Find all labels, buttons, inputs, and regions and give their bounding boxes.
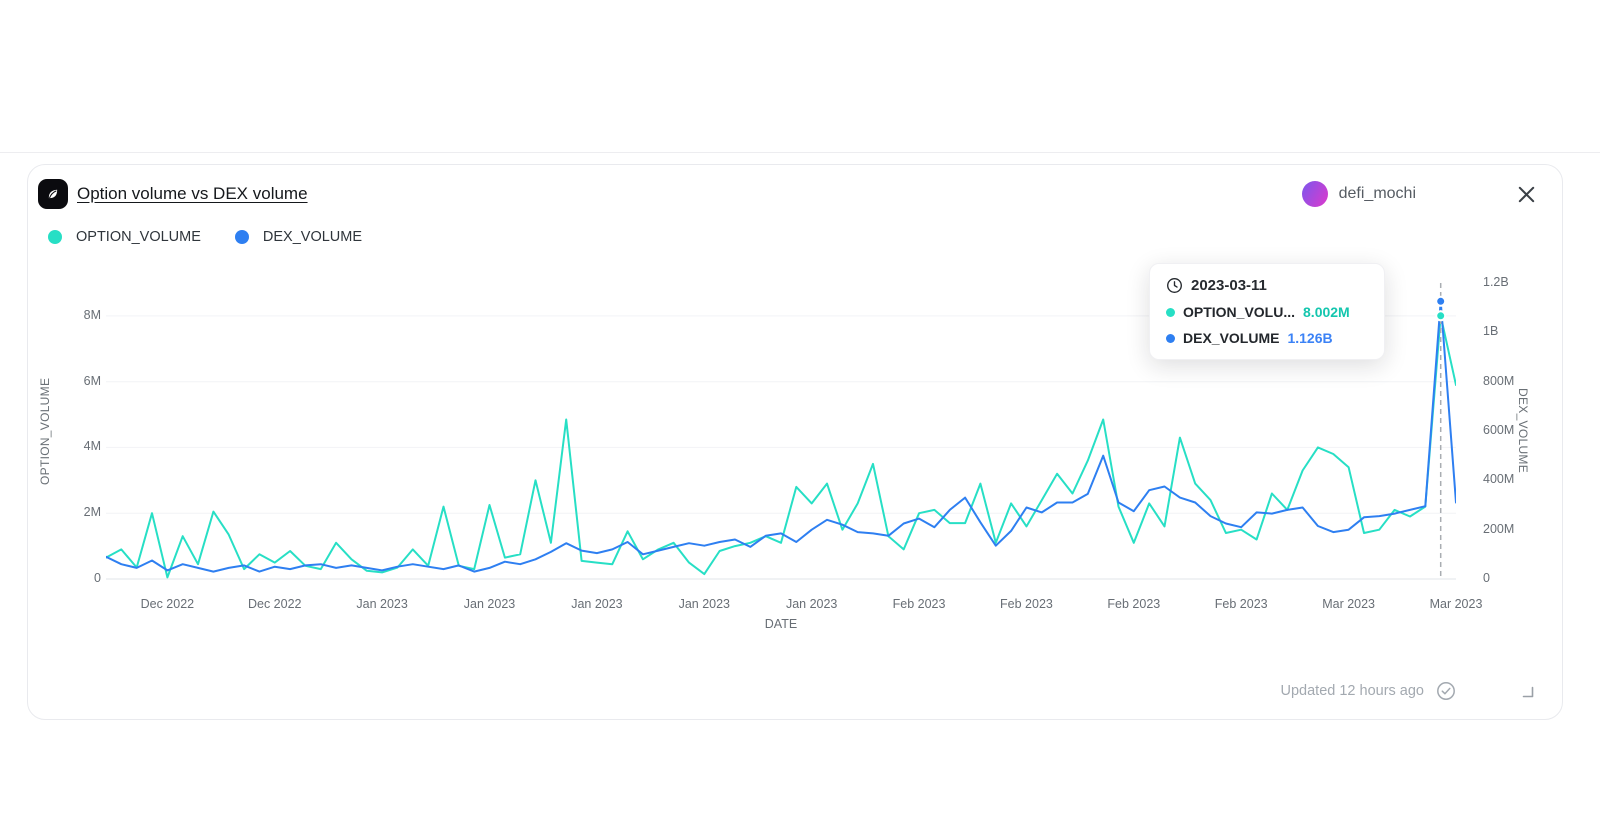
x-axis-tick: Jan 2023 — [785, 597, 838, 611]
author-name[interactable]: defi_mochi — [1338, 185, 1416, 202]
tooltip-series-label: DEX_VOLUME — [1183, 330, 1280, 346]
y-axis-tick-right: 1.2B — [1483, 275, 1509, 289]
y-axis-tick-left: 8M — [83, 307, 101, 322]
chart-legend: OPTION_VOLUME DEX_VOLUME — [48, 229, 362, 245]
app-logo[interactable] — [38, 179, 68, 209]
option-volume-dot — [48, 230, 62, 244]
chart-title-link[interactable]: Option volume vs DEX volume — [77, 184, 308, 203]
updated-status: Updated 12 hours ago — [1281, 681, 1457, 701]
x-axis-tick: Mar 2023 — [1429, 597, 1483, 611]
canvas-grid-line — [0, 152, 1600, 153]
close-button[interactable] — [1515, 183, 1538, 206]
leaf-logo-icon — [44, 185, 62, 203]
tooltip-date: 2023-03-11 — [1191, 277, 1267, 294]
x-axis-tick: Jan 2023 — [463, 597, 516, 611]
x-axis-tick: Dec 2022 — [140, 597, 195, 611]
hover-marker — [1435, 310, 1447, 322]
x-axis-tick: Jan 2023 — [571, 597, 623, 611]
option-volume-line — [106, 314, 1456, 579]
y-axis-tick-left: 6M — [83, 373, 101, 388]
dex-volume-dot — [1166, 333, 1175, 343]
author-avatar[interactable] — [1301, 181, 1328, 207]
dex-volume-dot — [234, 230, 249, 244]
y-axis-tick-right: 400M — [1483, 472, 1515, 487]
clock-icon — [1166, 277, 1183, 294]
option-volume-dot — [1166, 307, 1175, 317]
y-axis-tick-right: 0 — [1483, 571, 1490, 585]
resize-corner-icon — [1520, 684, 1536, 700]
y-axis-tick-right: 600M — [1483, 423, 1515, 437]
x-axis-tick: Feb 2023 — [1000, 597, 1053, 611]
y-axis-tick-left: 0 — [94, 571, 101, 585]
close-icon — [1518, 186, 1535, 203]
y-axis-title-right: DEX_VOLUME — [1516, 388, 1530, 474]
card-header: Option volume vs DEX volume defi_mochi — [38, 179, 1538, 209]
updated-text: Updated 12 hours ago — [1280, 683, 1425, 699]
legend-item-option-volume[interactable]: OPTION_VOLUME — [48, 229, 201, 245]
x-axis-tick: Mar 2023 — [1322, 597, 1376, 611]
tooltip-series-value: 8.002M — [1303, 304, 1350, 320]
y-axis-tick-right: 800M — [1483, 373, 1515, 388]
resize-handle[interactable] — [1520, 684, 1536, 700]
tooltip-row-dex-volume: DEX_VOLUME 1.126B — [1166, 330, 1368, 346]
y-axis-tick-left: 2M — [83, 505, 101, 520]
tooltip-header: 2023-03-11 — [1166, 277, 1368, 294]
x-axis-tick: Dec 2022 — [247, 597, 302, 611]
x-axis-tick: Jan 2023 — [678, 597, 730, 611]
legend-label: DEX_VOLUME — [262, 229, 363, 245]
x-axis-tick: Jan 2023 — [356, 597, 408, 611]
legend-label: OPTION_VOLUME — [76, 229, 201, 245]
tooltip-row-option-volume: OPTION_VOLU... 8.002M — [1166, 304, 1368, 320]
tooltip-series-label: OPTION_VOLU... — [1183, 304, 1296, 320]
check-circle-icon — [1436, 681, 1456, 701]
y-axis-tick-left: 4M — [83, 439, 101, 454]
header-right: defi_mochi — [1301, 181, 1538, 207]
hover-marker — [1435, 295, 1447, 307]
legend-item-dex-volume[interactable]: DEX_VOLUME — [234, 229, 363, 245]
y-axis-tick-right: 200M — [1483, 521, 1515, 536]
chart-widget-card: Option volume vs DEX volume defi_mochi O… — [27, 164, 1563, 720]
y-axis-tick-right: 1B — [1483, 324, 1499, 339]
x-axis-tick: Feb 2023 — [1107, 597, 1161, 611]
x-axis-tick: Feb 2023 — [892, 597, 946, 611]
x-axis-tick: Feb 2023 — [1214, 597, 1268, 611]
x-axis-title: DATE — [764, 617, 798, 631]
dex-volume-line — [106, 300, 1456, 573]
chart-tooltip: 2023-03-11 OPTION_VOLU... 8.002M DEX_VOL… — [1149, 263, 1385, 360]
y-axis-title-left: OPTION_VOLUME — [38, 377, 52, 485]
chart-plot-area[interactable] — [106, 283, 1456, 580]
tooltip-series-value: 1.126B — [1287, 330, 1333, 346]
